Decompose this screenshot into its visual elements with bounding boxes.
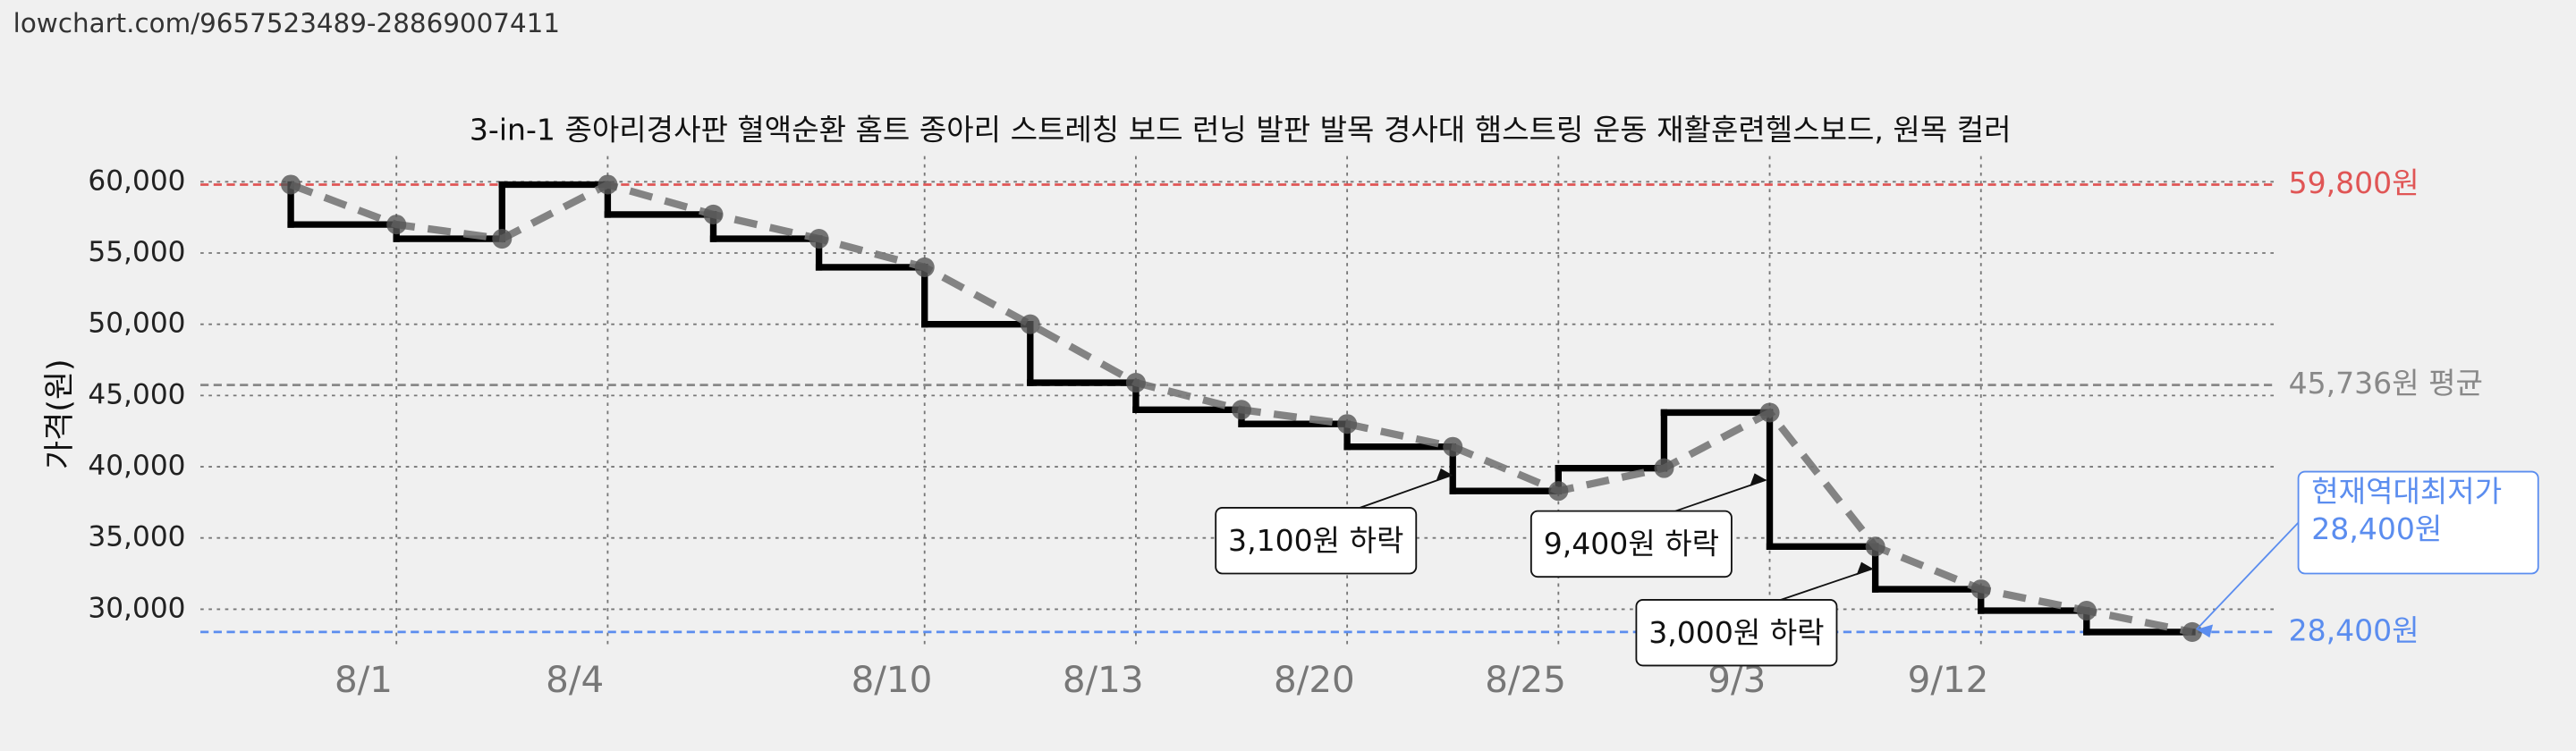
y-tick-label: 50,000	[88, 308, 185, 340]
annotation-box	[1635, 598, 1838, 667]
point	[1337, 414, 1358, 435]
point	[1548, 481, 1569, 502]
point	[1759, 402, 1780, 423]
point	[597, 174, 618, 195]
point	[1654, 458, 1674, 478]
x-tick-label: 9/12	[1908, 658, 1989, 701]
y-tick-label: 60,000	[88, 165, 185, 197]
point	[703, 204, 724, 224]
annotation-arrow	[1665, 478, 1767, 516]
chart-title: 3-in-1 종아리경사판 혈액순환 홈트 종아리 스트레칭 보드 런닝 발판 …	[470, 113, 2012, 148]
x-tick-label: 8/10	[852, 658, 933, 701]
point	[1865, 536, 1885, 557]
point	[1970, 579, 1991, 600]
annotation-text: 9,400원 하락	[1544, 527, 1719, 561]
annotation-text: 현재역대최저가	[2311, 474, 2502, 509]
y-tick-label: 35,000	[88, 521, 185, 553]
annotation-box	[2297, 470, 2539, 575]
point	[914, 257, 935, 277]
arrow-head	[2196, 624, 2214, 638]
point	[1125, 372, 1146, 393]
reference-label: 28,400원	[2289, 612, 2419, 647]
annotation-box	[1215, 507, 1418, 575]
y-tick-label: 55,000	[88, 236, 185, 268]
point	[2182, 621, 2202, 642]
x-tick-label: 8/25	[1485, 658, 1566, 701]
annotation-box	[1530, 510, 1733, 578]
y-tick-label: 45,000	[88, 378, 185, 410]
point	[1443, 436, 1463, 457]
point	[281, 174, 301, 195]
x-tick-label: 8/20	[1274, 658, 1355, 701]
point	[1232, 400, 1252, 420]
point	[386, 215, 407, 235]
arrow-head	[1856, 561, 1873, 576]
x-tick-label: 8/4	[546, 658, 604, 701]
arrow-head	[1436, 468, 1453, 482]
url: lowchart.com/9657523489-28869007411	[13, 8, 560, 38]
annotation-arrow	[1770, 568, 1874, 604]
y-tick-label: 30,000	[88, 592, 185, 624]
point	[2076, 600, 2097, 621]
x-tick-label: 8/1	[335, 658, 393, 701]
annotation-arrow	[1350, 474, 1453, 512]
y-axis-label: 가격(원)	[42, 359, 78, 469]
annotation-text: 28,400원	[2311, 511, 2442, 546]
x-tick-label: 8/13	[1063, 658, 1144, 701]
annotation-text: 3,000원 하락	[1648, 615, 1824, 650]
annotation-text: 3,100원 하락	[1228, 523, 1403, 558]
reference-label: 45,736원 평균	[2289, 366, 2483, 401]
reference-label: 59,800원	[2289, 165, 2419, 200]
point	[1020, 314, 1040, 334]
annotation-arrow	[2196, 521, 2300, 630]
y-tick-label: 40,000	[88, 450, 185, 482]
point	[492, 229, 513, 249]
arrow-head	[1750, 473, 1767, 487]
point	[809, 229, 829, 249]
